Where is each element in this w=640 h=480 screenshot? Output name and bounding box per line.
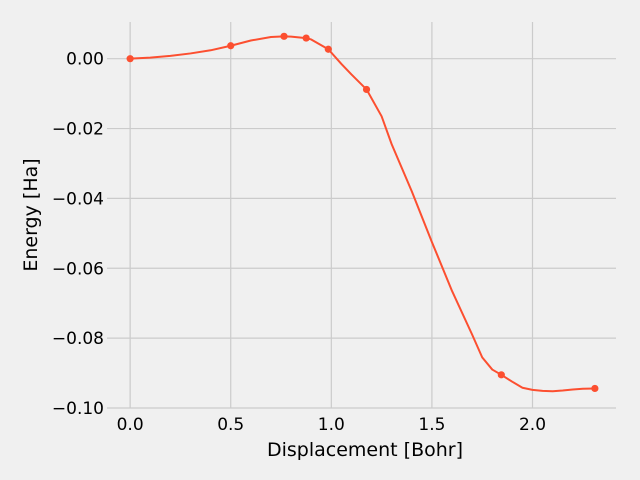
x-tick-label: 2.0 (519, 415, 546, 435)
data-point-marker (280, 32, 288, 40)
x-tick-label: 0.5 (217, 415, 244, 435)
x-axis-label: Displacement [Bohr] (267, 439, 463, 461)
y-tick-label: −0.06 (52, 259, 104, 279)
series-curve (129, 35, 596, 393)
grid-lines (107, 22, 616, 409)
x-tick-label: 1.5 (418, 415, 445, 435)
data-point-marker (324, 45, 332, 53)
y-tick-label: 0.00 (66, 50, 104, 70)
data-point-marker (497, 371, 505, 379)
y-axis-label: Energy [Ha] (20, 158, 42, 271)
plot-area (107, 22, 616, 408)
data-point-marker (126, 55, 134, 63)
y-tick-label: −0.10 (52, 399, 104, 419)
x-tick-label: 0.0 (117, 415, 144, 435)
series-markers (126, 32, 599, 393)
y-tick-labels: 0.00 −0.02 −0.04 −0.06 −0.08 −0.10 (52, 50, 104, 419)
energy-curve-line (129, 35, 596, 393)
data-point-marker (227, 42, 235, 50)
data-point-marker (591, 384, 599, 393)
y-tick-label: −0.02 (52, 120, 104, 140)
y-tick-label: −0.04 (52, 189, 104, 209)
y-tick-label: −0.08 (52, 329, 104, 349)
data-point-marker (302, 34, 310, 42)
data-point-marker (362, 85, 371, 94)
x-tick-labels: 0.0 0.5 1.0 1.5 2.0 (117, 415, 546, 435)
x-tick-label: 1.0 (318, 415, 345, 435)
